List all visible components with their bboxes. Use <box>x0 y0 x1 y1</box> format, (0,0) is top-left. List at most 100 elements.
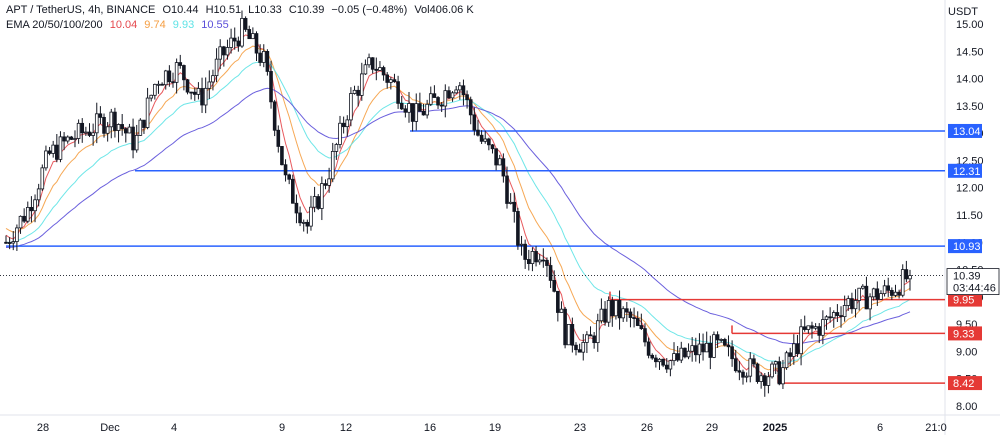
candle-up <box>40 167 45 190</box>
candle-down <box>323 183 328 186</box>
level-badge-label: 9.33 <box>953 328 974 340</box>
candle-up <box>261 50 266 63</box>
price-axis[interactable]: 15.0014.5014.0013.5013.0012.5012.0011.50… <box>956 19 984 413</box>
candle-down <box>222 46 226 56</box>
candle-down <box>733 358 738 372</box>
candle-up <box>697 343 702 356</box>
candle-countdown: 03:44:46 <box>953 283 996 295</box>
candle-up <box>116 124 121 131</box>
candle-up <box>672 353 676 362</box>
level-badge-label: 8.42 <box>953 378 974 390</box>
candle-down <box>664 364 669 370</box>
candle-down <box>200 88 204 106</box>
candle-up <box>36 188 41 201</box>
candle-down <box>396 81 400 104</box>
candle-down <box>232 37 237 42</box>
time-tick-label: 21:0 <box>925 422 946 434</box>
candle-down <box>741 371 745 378</box>
candle-up <box>781 367 785 385</box>
candle-up <box>229 37 233 48</box>
candle-up <box>301 221 306 224</box>
candle-down <box>80 122 85 134</box>
last-price-tag <box>946 268 1000 295</box>
candle-up <box>824 316 829 320</box>
candle-up <box>109 111 114 128</box>
candle-down <box>439 104 444 107</box>
price-change: −0.05 (−0.48%) <box>331 4 408 16</box>
candle-down <box>603 308 607 323</box>
candle-up <box>389 79 393 83</box>
symbol-title[interactable]: APT / TetherUS, 4h, BINANCE <box>6 4 156 16</box>
candle-down <box>447 90 451 99</box>
candle-up <box>784 352 789 369</box>
candle-down <box>839 315 843 318</box>
time-axis[interactable]: 28 Dec 4 9 12 16 19 23 26 29 2025 6 21:0 <box>37 422 947 434</box>
candle-down <box>432 93 437 98</box>
candle-down <box>762 375 767 386</box>
candle-down <box>523 243 527 260</box>
candle-down <box>646 341 651 356</box>
candle-down <box>102 117 106 134</box>
candle-up <box>599 308 604 322</box>
candle-down <box>113 111 117 131</box>
price-tick-label: 14.50 <box>956 46 984 58</box>
candle-down <box>298 212 302 224</box>
candle-up <box>686 350 691 358</box>
candle-down <box>726 344 731 348</box>
candle-up <box>879 293 883 300</box>
candle-up <box>770 363 774 378</box>
price-tick-label: 11.50 <box>956 210 983 222</box>
candle-up <box>163 70 168 86</box>
candle-up <box>679 347 684 361</box>
candle-down <box>280 146 284 166</box>
candle-down <box>610 300 615 317</box>
candle-down <box>650 354 655 359</box>
candle-up <box>690 345 694 352</box>
candle-up <box>91 132 95 136</box>
candle-up <box>225 47 230 56</box>
candle-down <box>875 288 880 300</box>
candle-up <box>595 320 600 344</box>
ohlc-high: H10.51 <box>205 4 242 16</box>
candle-down <box>283 164 288 176</box>
candle-down <box>643 328 647 343</box>
candle-down <box>795 343 800 355</box>
candle-down <box>178 62 183 66</box>
support-resistance-levels <box>0 130 945 384</box>
candle-up <box>334 144 339 152</box>
ema-legend[interactable]: EMA 20/50/100/200 10.04 9.74 9.93 10.55 <box>6 19 233 31</box>
candle-down <box>574 344 578 351</box>
candle-down <box>534 251 538 263</box>
candle-down <box>693 345 698 356</box>
candle-up <box>73 138 77 140</box>
candle-down <box>617 300 622 319</box>
candle-down <box>654 357 658 363</box>
candle-down <box>802 326 807 330</box>
candle-down <box>683 347 687 358</box>
last-price-value: 10.39 <box>953 271 981 283</box>
candle-down <box>265 50 270 72</box>
candle-up <box>240 17 244 47</box>
ema-line-20 <box>5 34 911 378</box>
candle-down <box>316 196 321 209</box>
candle-up <box>821 319 825 336</box>
candle-down <box>755 363 760 382</box>
price-tick-label: 8.00 <box>956 401 977 413</box>
candle-up <box>407 103 411 113</box>
candle-down <box>752 358 756 365</box>
candle-down <box>545 259 549 266</box>
candle-down <box>69 136 74 140</box>
candle-up <box>668 360 673 370</box>
candle-up <box>156 83 161 86</box>
candle-up <box>657 358 662 363</box>
candle-down <box>192 91 197 95</box>
candle-down <box>182 65 186 81</box>
ema-lines <box>5 34 911 378</box>
candle-up <box>51 144 55 154</box>
candle-up <box>196 88 201 95</box>
candle-down <box>370 57 375 70</box>
candle-down <box>62 136 66 142</box>
ema-50-value: 9.74 <box>144 19 166 31</box>
